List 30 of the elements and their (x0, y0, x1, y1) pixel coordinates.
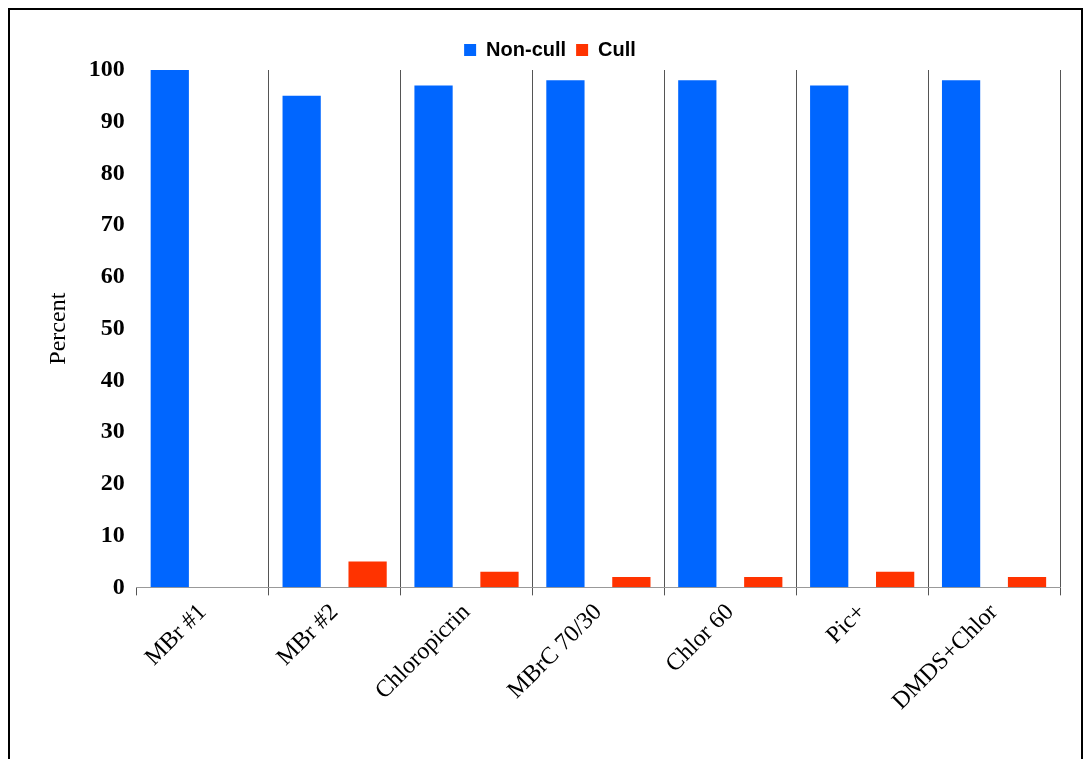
bar (744, 577, 783, 588)
y-tick-label: 60 (100, 262, 125, 289)
bar (282, 95, 321, 588)
y-tick-label: 100 (88, 55, 125, 82)
x-tick-label: MBr #2 (270, 598, 343, 670)
bar (1007, 577, 1047, 588)
y-tick-label: 30 (100, 417, 125, 444)
y-tick-label: 0 (112, 572, 125, 599)
legend-label: Non-cull (486, 37, 567, 60)
bar (414, 85, 453, 588)
y-axis-title: Percent (43, 292, 70, 365)
legend-label: Cull (598, 37, 636, 60)
bar (810, 85, 849, 588)
y-tick-label: 40 (100, 365, 125, 392)
bar (612, 577, 651, 588)
x-tick-label: Pic+ (820, 598, 871, 648)
y-tick-label: 50 (100, 313, 125, 340)
y-tick-label: 20 (100, 469, 125, 496)
y-tick-label: 10 (100, 520, 125, 547)
y-tick-label: 70 (100, 210, 125, 237)
y-tick-label: 90 (100, 106, 125, 133)
bar (480, 571, 519, 588)
x-tick-label: MBr #1 (139, 598, 211, 670)
bar (678, 80, 717, 588)
bar (876, 571, 915, 588)
y-tick-label: 80 (100, 158, 125, 185)
bar (348, 561, 387, 588)
bar (941, 80, 981, 588)
bar (546, 80, 585, 588)
bar (150, 70, 189, 588)
